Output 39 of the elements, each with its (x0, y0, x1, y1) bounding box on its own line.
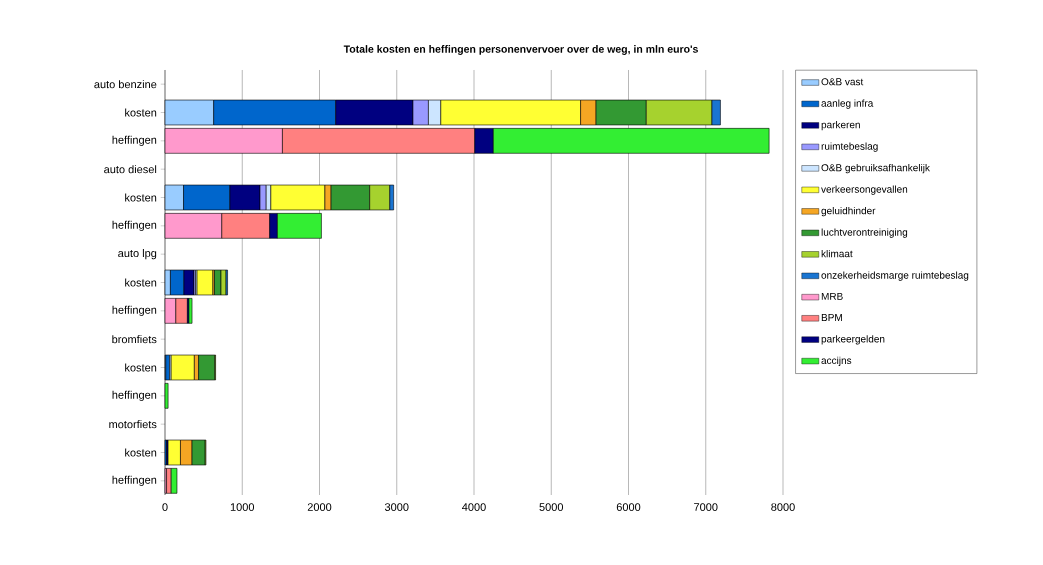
x-tick-label: 6000 (616, 503, 641, 511)
legend-label: MRB (821, 292, 843, 300)
x-tick-label: 7000 (694, 503, 718, 511)
legend-label: onzekerheidsmarge ruimtebeslag (821, 271, 969, 281)
legend-label: accijns (821, 356, 852, 366)
x-tick-label: 8000 (771, 503, 795, 511)
y-tick-label: bromfiets (112, 335, 157, 344)
y-tick-label: auto diesel (104, 165, 157, 174)
x-tick-label: 4000 (462, 503, 486, 511)
legend-label: ruimtebeslag (821, 142, 878, 152)
x-tick-label: 3000 (384, 503, 409, 511)
y-tick-label: kosten (125, 363, 157, 372)
legend-label: O&B vast (821, 78, 864, 86)
y-tick-label: kosten (125, 108, 157, 117)
legend-label: parkeergelden (821, 335, 885, 345)
legend-label: klimaat (821, 249, 853, 258)
legend-label: geluidhinder (821, 206, 876, 217)
y-tick-label: heffingen (112, 135, 157, 146)
legend-label: BPM (821, 314, 842, 321)
legend-label: aanleg infra (821, 99, 874, 109)
x-tick-label: 2000 (307, 503, 332, 511)
y-tick-label: heffingen (112, 220, 157, 231)
legend-label: verkeersongevallen (821, 185, 908, 195)
legend-label: parkeren (821, 120, 860, 131)
y-tick-label: kosten (125, 193, 157, 202)
y-tick-label: auto lpg (118, 249, 157, 260)
legend-label: O&B gebruiksafhankelijk (821, 163, 930, 174)
y-tick-label: heffingen (112, 305, 157, 316)
y-tick-label: auto benzine (94, 80, 157, 89)
x-tick-label: 0 (162, 503, 168, 511)
y-tick-label: kosten (125, 448, 157, 457)
x-tick-label: 5000 (539, 503, 564, 511)
y-tick-label: kosten (125, 278, 157, 287)
y-tick-label: heffingen (112, 475, 157, 486)
chart-title: Totale kosten en heffingen personenvervoer over de weg, in mln euro's (343, 45, 698, 55)
legend-label: luchtverontreiniging (821, 228, 908, 238)
y-tick-label: motorfiets (109, 420, 157, 429)
y-tick-label: heffingen (112, 390, 157, 401)
x-tick-label: 1000 (230, 503, 255, 511)
